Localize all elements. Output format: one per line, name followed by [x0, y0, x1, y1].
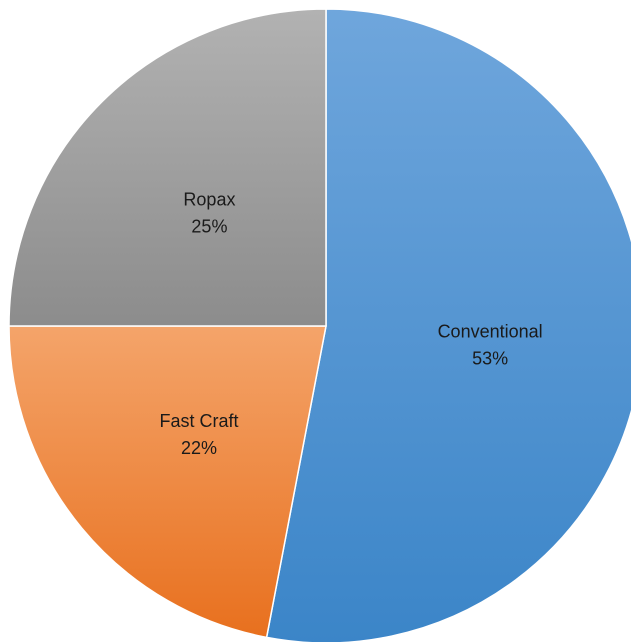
pie-slice-conventional [265, 8, 631, 642]
data-label-fast-craft: Fast Craft 22% [159, 411, 238, 458]
data-label-value-ropax: 25% [191, 216, 227, 236]
pie-slice-ropax [8, 8, 327, 327]
pie-slice-fast-craft [8, 325, 327, 639]
data-label-category-conventional: Conventional [438, 322, 543, 342]
slices-layer [8, 8, 631, 642]
labels-layer: Conventional 53% Fast Craft 22% Ropax 25% [159, 189, 542, 458]
data-label-ropax: Ropax 25% [183, 189, 235, 236]
data-label-conventional: Conventional 53% [438, 322, 543, 369]
data-label-category-ropax: Ropax [183, 189, 235, 209]
data-label-value-conventional: 53% [472, 349, 508, 369]
data-label-category-fast-craft: Fast Craft [159, 411, 238, 431]
data-label-value-fast-craft: 22% [181, 438, 217, 458]
